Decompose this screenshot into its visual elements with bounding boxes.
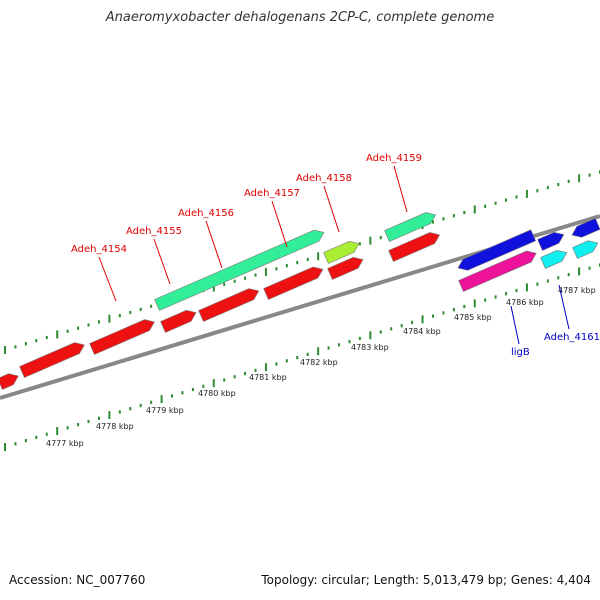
gene-layer (0, 212, 600, 390)
gene-label: Adeh_4157 (244, 188, 300, 199)
gene-adeh-4157b (263, 266, 324, 300)
gene-adeh-4155 (89, 319, 155, 355)
genome-title: Anaeromyxobacter dehalogenans 2CP-C, com… (105, 10, 495, 25)
tick-layer (4, 170, 600, 451)
gene-leader-line (323, 185, 340, 233)
scale-tick-label: 4784 kbp (403, 327, 441, 336)
scale-tick-label: 4779 kbp (146, 406, 184, 415)
gene-cyan-edge (572, 240, 599, 259)
gene-adeh-4157 (198, 288, 260, 322)
gene-label: Adeh_4154 (71, 244, 127, 255)
gene-adeh-4159b (388, 232, 441, 262)
gene-blue-reverse (457, 229, 536, 271)
scale-tick-label: 4780 kbp (198, 389, 236, 398)
accession-text: Accession: NC_007760 (9, 573, 146, 587)
gene-label: Adeh_4158 (296, 173, 352, 184)
scale-tick-label: 4781 kbp (249, 373, 287, 382)
gene-leader-line (153, 238, 171, 285)
gene-leader-line (205, 220, 223, 269)
gene-adeh-4158b (327, 256, 364, 280)
gene-adeh-4159 (384, 212, 437, 242)
scale-tick-label: 4777 kbp (46, 439, 84, 448)
gene-leader-line (510, 305, 520, 345)
gene-label: Adeh_4156 (178, 208, 234, 219)
gene-adeh-4161 (540, 249, 568, 269)
scale-tick-label: 4778 kbp (96, 422, 134, 431)
gene-leader-line (271, 200, 288, 248)
gene-adeh-4155b (160, 309, 197, 333)
gene-leader-line (393, 165, 408, 213)
gene-label: Adeh_4155 (126, 226, 182, 237)
scale-tick-label: 4785 kbp (454, 313, 492, 322)
gene-adeh-4158 (323, 240, 360, 264)
gene-leader-line (98, 256, 117, 302)
gene-adeh-4154 (19, 342, 85, 378)
gene-ligb (458, 250, 537, 292)
scale-tick-label: 4786 kbp (506, 298, 544, 307)
scale-tick-label: 4787 kbp (558, 286, 596, 295)
genome-summary-text: Topology: circular; Length: 5,013,479 bp… (261, 573, 591, 587)
gene-label: ligB (511, 347, 530, 358)
scale-tick-label: 4783 kbp (351, 343, 389, 352)
gene-blue-small (537, 231, 565, 251)
gene-adeh-4156 (154, 229, 325, 311)
gene-label: Adeh_4159 (366, 153, 422, 164)
label-layer: 4777 kbp 4778 kbp 4779 kbp 4780 kbp 4781 kbp… (46, 153, 600, 448)
gene-leader-line (558, 284, 570, 330)
scale-tick-label: 4782 kbp (300, 358, 338, 367)
gene-adeh-4153 (0, 373, 19, 390)
gene-label: Adeh_4161 (544, 332, 600, 343)
gene-blue-edge (571, 217, 600, 238)
